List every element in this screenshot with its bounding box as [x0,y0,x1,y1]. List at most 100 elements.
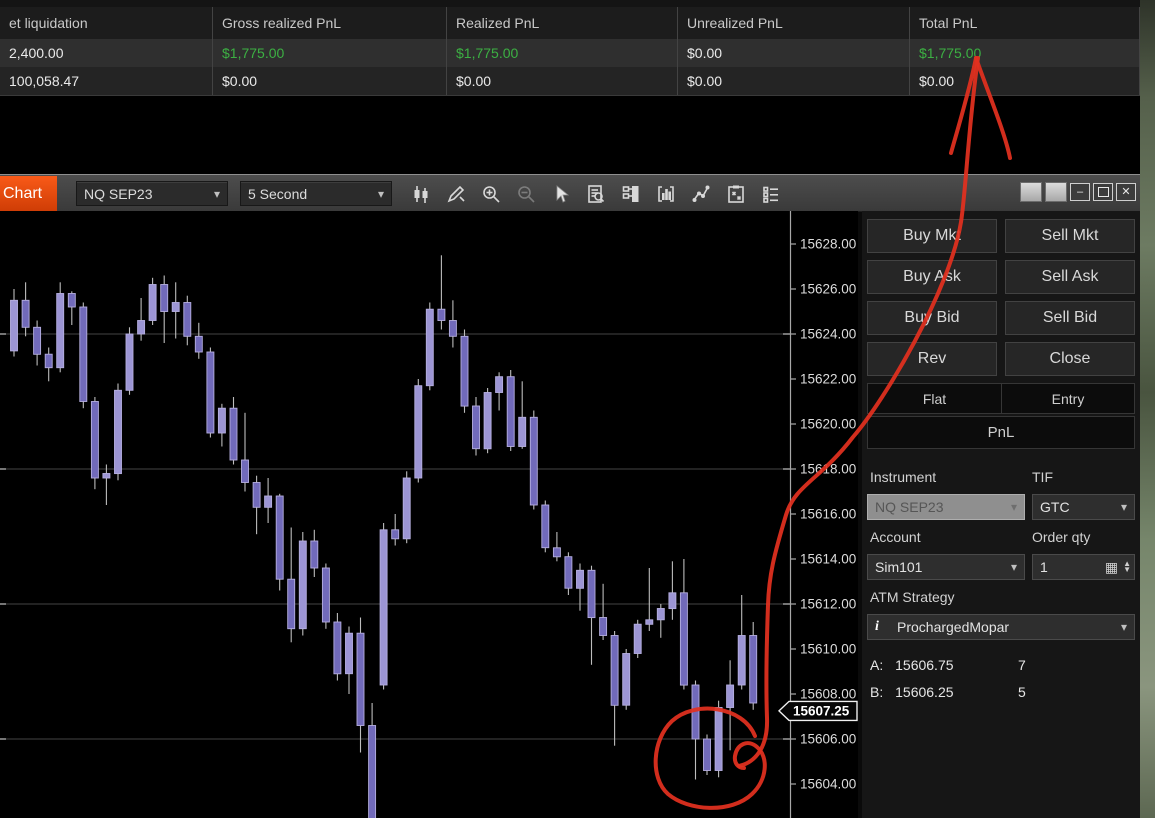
drawing-tools-icon[interactable] [445,183,467,205]
window-shade-button[interactable] [1020,182,1042,202]
order-qty-input[interactable]: 1 ▦ ▲ ▼ [1032,554,1135,580]
buy-ask-button[interactable]: Buy Ask [867,260,997,294]
candle-body [298,540,307,630]
sell-bid-button[interactable]: Sell Bid [1005,301,1135,335]
table-row: 100,058.47 $0.00 $0.00 $0.00 $0.00 [0,67,1140,95]
account-selector[interactable]: Sim101 ▾ [867,554,1025,580]
atm-strategy-selector[interactable]: i ProchargedMopar ▾ [867,614,1135,640]
entry-tab[interactable]: Entry [1001,383,1135,414]
interval-selector-value: 5 Second [248,185,308,202]
panel-instrument-value: NQ SEP23 [875,499,944,515]
candle-body [171,302,180,312]
bid-size: 5 [1018,684,1026,700]
orderqty-label: Order qty [1032,529,1091,545]
zoom-out-icon[interactable] [515,183,537,205]
instrument-label: Instrument [870,469,937,485]
calculator-icon[interactable]: ▦ [1104,558,1119,575]
table-cell: $1,775.00 [910,39,1140,67]
instrument-selector[interactable]: NQ SEP23 ▾ [76,181,228,206]
table-cell: Total PnL [910,7,1140,39]
minimize-button[interactable]: – [1070,183,1090,201]
candle-body [587,569,596,619]
chart-trader-icon[interactable] [620,183,642,205]
candle-body [333,621,342,675]
rev-button[interactable]: Rev [867,342,997,376]
candle-body [703,738,711,771]
stepper-up-icon[interactable]: ▲ [1123,559,1131,568]
qty-stepper[interactable]: ▲ ▼ [1123,559,1131,574]
chevron-down-icon: ▾ [1010,500,1017,514]
candle-body [125,333,134,391]
candle-body [437,308,446,321]
maximize-button[interactable] [1093,183,1113,201]
zoom-in-icon[interactable] [480,183,502,205]
chevron-down-icon: ▾ [1120,620,1127,634]
tab-chart[interactable]: Chart [0,176,57,211]
candle-body [56,293,65,369]
table-cell: Unrealized PnL [678,7,910,39]
candle-body [79,306,88,402]
candle-body [645,619,654,625]
close-button[interactable]: ✕ [1116,183,1136,201]
tif-selector[interactable]: GTC ▾ [1032,494,1135,520]
instrument-selector-value: NQ SEP23 [84,185,153,202]
axis-tick-label: 15616.00 [800,507,856,522]
candle-body [391,529,400,540]
cursor-icon[interactable] [550,183,572,205]
candle-body [518,416,527,447]
pnl-display-toggle[interactable]: PnL [867,416,1135,449]
candle-body [633,623,642,654]
interval-selector[interactable]: 5 Second ▾ [240,181,392,206]
candle-body [275,495,284,580]
window-tile-button[interactable] [1045,182,1067,202]
flat-tab[interactable]: Flat [867,383,1002,414]
candle-body [610,635,619,706]
panel-instrument-selector: NQ SEP23 ▾ [867,494,1025,520]
chart-window: Chart NQ SEP23 ▾ 5 Second ▾ – ✕ 15628.00… [0,174,1140,818]
table-cell: $0.00 [678,67,910,95]
indicators-icon[interactable] [655,183,677,205]
table-cell: $0.00 [213,67,447,95]
price-chart[interactable]: 15628.00 15626.00 15624.00 15622.00 15620.00… [0,211,858,818]
candle-body [264,495,273,508]
candle-body [460,335,469,407]
account-label: Account [870,529,921,545]
candle-body [483,392,492,450]
candle-body [541,504,550,549]
close-button[interactable]: Close [1005,342,1135,376]
data-box-icon[interactable] [585,183,607,205]
info-icon[interactable]: i [875,619,879,634]
candle-body [506,376,515,447]
candle-body [229,407,238,461]
axis-tick-label: 15626.00 [800,282,856,297]
chart-style-icon[interactable] [410,183,432,205]
buy-mkt-button[interactable]: Buy Mkt [867,219,997,253]
candle-body [599,617,608,636]
sell-ask-button[interactable]: Sell Ask [1005,260,1135,294]
bid-label: B: [870,684,884,700]
candle-body [345,632,353,675]
candle-body [217,407,226,434]
candle-body [102,473,111,479]
properties-icon[interactable] [760,183,782,205]
axis-tick-label: 15624.00 [800,327,856,342]
candle-body [194,335,203,353]
buy-bid-button[interactable]: Buy Bid [867,301,997,335]
table-cell: $0.00 [678,39,910,67]
sell-mkt-button[interactable]: Sell Mkt [1005,219,1135,253]
axis-tick-label: 15618.00 [800,462,856,477]
candle-body [10,299,18,352]
table-cell: $0.00 [910,67,1140,95]
strategies-icon[interactable] [725,183,747,205]
order-entry-panel: Buy Mkt Sell Mkt Buy Ask Sell Ask Buy Bid Sel… [862,211,1140,818]
axis-tick-label: 15622.00 [800,372,856,387]
candle-body [379,529,388,686]
line-tools-icon[interactable] [690,183,712,205]
candle-body [137,320,146,335]
stepper-down-icon[interactable]: ▼ [1123,565,1131,574]
candle-body [356,632,365,726]
candle-body [321,567,330,623]
candle-body [148,284,157,321]
candle-body [241,459,249,483]
